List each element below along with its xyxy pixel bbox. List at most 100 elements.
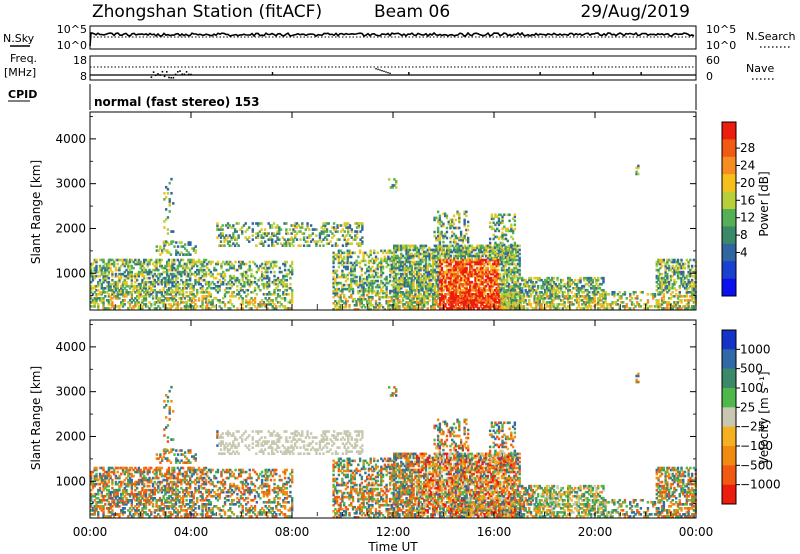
power-cell bbox=[255, 232, 258, 235]
nave-drop-point bbox=[170, 76, 172, 79]
power-cell bbox=[346, 273, 349, 277]
power-cell bbox=[275, 305, 278, 308]
power-cell bbox=[283, 282, 287, 286]
power-cell bbox=[682, 280, 685, 284]
power-cell bbox=[554, 297, 557, 300]
power-cell bbox=[355, 259, 358, 263]
power-cell bbox=[201, 299, 204, 302]
power-cell bbox=[675, 270, 678, 274]
power-cell bbox=[494, 213, 497, 217]
power-cell bbox=[460, 284, 463, 288]
power-cell bbox=[513, 227, 517, 231]
power-cell bbox=[214, 262, 218, 266]
power-cell bbox=[143, 284, 146, 288]
power-cell bbox=[226, 240, 230, 243]
power-cell bbox=[486, 260, 490, 264]
power-cell bbox=[318, 244, 322, 247]
power-cell bbox=[229, 266, 232, 270]
power-cell bbox=[465, 262, 468, 266]
power-cell bbox=[90, 268, 93, 272]
power-cell bbox=[171, 305, 174, 308]
power-cell bbox=[676, 276, 680, 280]
power-cell bbox=[653, 292, 657, 296]
power-cell bbox=[568, 288, 572, 292]
power-cell bbox=[507, 250, 511, 254]
power-cell bbox=[97, 297, 100, 300]
power-cell bbox=[185, 307, 188, 310]
power-cell bbox=[559, 284, 563, 288]
power-cell bbox=[336, 224, 339, 227]
power-cell bbox=[223, 262, 227, 266]
power-cell bbox=[575, 286, 579, 290]
power-cell bbox=[470, 250, 474, 254]
power-cell bbox=[655, 268, 658, 272]
power-cell bbox=[344, 299, 348, 303]
power-cell bbox=[503, 243, 506, 247]
power-cell bbox=[160, 290, 164, 294]
power-cell bbox=[143, 297, 146, 300]
power-cell bbox=[151, 290, 155, 294]
power-cell bbox=[597, 278, 600, 282]
power-cell bbox=[107, 258, 111, 262]
power-cell bbox=[400, 294, 403, 298]
power-cell bbox=[159, 245, 162, 248]
power-cell bbox=[315, 244, 318, 247]
power-cell bbox=[401, 297, 405, 300]
power-cell bbox=[332, 283, 335, 287]
power-cell bbox=[563, 297, 566, 300]
power-cell bbox=[192, 288, 195, 292]
power-cell bbox=[243, 274, 246, 278]
power-cell bbox=[264, 292, 267, 296]
power-cell bbox=[494, 257, 497, 261]
power-cell bbox=[438, 262, 442, 266]
power-cell bbox=[433, 294, 437, 298]
power-cell bbox=[648, 305, 651, 308]
power-cell bbox=[660, 297, 664, 300]
power-cell bbox=[292, 240, 295, 243]
power-cell bbox=[144, 284, 148, 288]
power-cell bbox=[322, 224, 325, 227]
power-cell bbox=[458, 270, 461, 274]
power-cell bbox=[225, 238, 228, 241]
power-cell bbox=[290, 301, 294, 304]
power-cell bbox=[559, 288, 563, 292]
power-cell bbox=[500, 244, 504, 248]
nave-drop-point bbox=[375, 68, 377, 70]
power-cell bbox=[575, 299, 579, 302]
power-cell bbox=[304, 240, 307, 243]
power-cell bbox=[540, 284, 543, 288]
power-cell bbox=[412, 278, 415, 282]
power-cell bbox=[423, 252, 426, 256]
power-cell bbox=[579, 288, 582, 292]
power-cell bbox=[538, 278, 542, 282]
power-cell bbox=[504, 233, 508, 237]
power-cell bbox=[128, 264, 132, 268]
power-cell bbox=[90, 288, 93, 292]
power-cell bbox=[483, 246, 486, 250]
power-cell bbox=[689, 274, 692, 278]
power-cell bbox=[153, 307, 156, 310]
power-cell bbox=[438, 216, 442, 220]
power-cell bbox=[481, 286, 484, 290]
power-cell bbox=[689, 268, 692, 272]
power-cell bbox=[290, 299, 294, 302]
power-cell bbox=[251, 238, 254, 241]
power-cell bbox=[387, 281, 390, 285]
power-cell bbox=[344, 265, 348, 269]
power-cell bbox=[401, 278, 405, 282]
power-cell bbox=[346, 253, 349, 257]
power-cell bbox=[444, 270, 447, 274]
power-cell bbox=[203, 268, 206, 272]
power-cell bbox=[407, 297, 410, 300]
power-cell bbox=[636, 303, 639, 306]
power-cell bbox=[588, 276, 591, 280]
power-cell bbox=[116, 258, 119, 262]
power-cell bbox=[502, 288, 505, 292]
power-cell bbox=[371, 273, 374, 277]
power-cell bbox=[337, 287, 341, 291]
power-cell bbox=[460, 254, 463, 258]
power-cell bbox=[536, 294, 540, 298]
power-cell bbox=[502, 260, 505, 264]
power-cell bbox=[514, 254, 518, 258]
power-cell bbox=[256, 234, 260, 237]
